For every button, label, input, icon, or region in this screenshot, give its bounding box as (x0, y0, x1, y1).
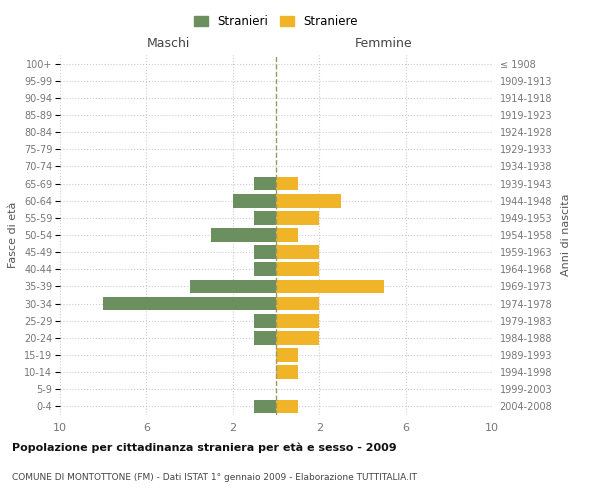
Bar (276, 262, 319, 276)
Text: Popolazione per cittadinanza straniera per età e sesso - 2009: Popolazione per cittadinanza straniera p… (12, 442, 397, 453)
Bar (211, 228, 276, 242)
Bar (276, 366, 298, 379)
Bar (276, 211, 319, 224)
Bar (254, 246, 276, 259)
Text: COMUNE DI MONTOTTONE (FM) - Dati ISTAT 1° gennaio 2009 - Elaborazione TUTTITALIA: COMUNE DI MONTOTTONE (FM) - Dati ISTAT 1… (12, 472, 417, 482)
Bar (254, 400, 276, 413)
Y-axis label: Anni di nascita: Anni di nascita (561, 194, 571, 276)
Bar (276, 400, 298, 413)
Bar (254, 211, 276, 224)
Bar (276, 296, 319, 310)
Y-axis label: Fasce di età: Fasce di età (8, 202, 19, 268)
Bar (276, 314, 319, 328)
Bar (254, 262, 276, 276)
Text: Maschi: Maschi (146, 37, 190, 50)
Bar (276, 348, 298, 362)
Bar (276, 280, 384, 293)
Bar (276, 228, 298, 242)
Bar (276, 246, 319, 259)
Bar (276, 176, 298, 190)
Bar (276, 194, 341, 207)
Bar (103, 296, 276, 310)
Bar (254, 331, 276, 344)
Bar (190, 280, 276, 293)
Bar (254, 314, 276, 328)
Text: Femmine: Femmine (355, 37, 413, 50)
Legend: Stranieri, Straniere: Stranieri, Straniere (189, 10, 363, 33)
Bar (233, 194, 276, 207)
Bar (254, 176, 276, 190)
Bar (276, 331, 319, 344)
